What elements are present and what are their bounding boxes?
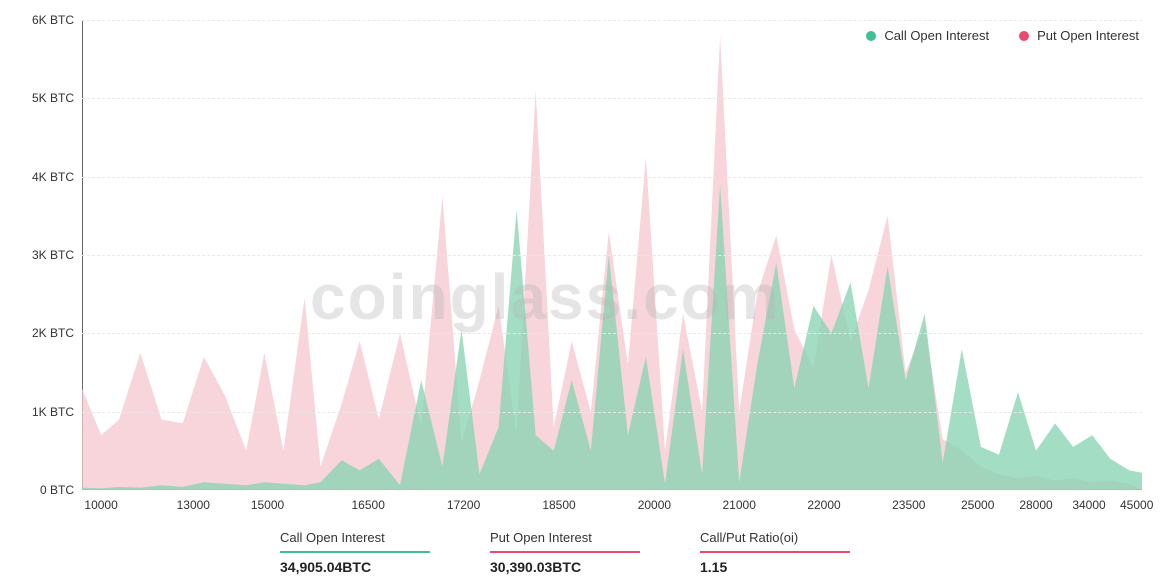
stat-value: 30,390.03BTC	[490, 559, 640, 575]
y-axis-label: 5K BTC	[32, 91, 74, 105]
stat-block-0: Call Open Interest 34,905.04BTC	[280, 530, 430, 575]
x-axis-label: 22000	[807, 498, 840, 512]
gridline	[82, 412, 1142, 413]
x-axis-label: 15000	[251, 498, 284, 512]
gridline	[82, 255, 1142, 256]
x-axis-label: 34000	[1072, 498, 1105, 512]
y-axis-label: 0 BTC	[40, 483, 74, 497]
x-axis-label: 21000	[723, 498, 756, 512]
legend-label: Put Open Interest	[1037, 28, 1139, 43]
x-axis-label: 45000	[1120, 498, 1153, 512]
x-axis-label: 10000	[84, 498, 117, 512]
y-axis-label: 2K BTC	[32, 326, 74, 340]
chart-plot-area: 0 BTC1K BTC2K BTC3K BTC4K BTC5K BTC6K BT…	[82, 20, 1142, 490]
x-axis-label: 17200	[447, 498, 480, 512]
call-legend-dot-icon	[866, 31, 876, 41]
y-axis-label: 1K BTC	[32, 405, 74, 419]
stats-row: Call Open Interest 34,905.04BTC Put Open I…	[280, 530, 850, 575]
stat-value: 34,905.04BTC	[280, 559, 430, 575]
x-axis-labels: 10000 13000 15000 16500 17200 18500 20000 21000…	[82, 492, 1142, 522]
legend-item-call[interactable]: Call Open Interest	[866, 28, 989, 43]
legend-item-put[interactable]: Put Open Interest	[1019, 28, 1139, 43]
stat-block-2: Call/Put Ratio(oi) 1.15	[700, 530, 850, 575]
x-axis-label: 18500	[542, 498, 575, 512]
stat-underline	[280, 551, 430, 553]
chart-legend: Call Open Interest Put Open Interest	[866, 28, 1139, 43]
put-legend-dot-icon	[1019, 31, 1029, 41]
y-axis-label: 6K BTC	[32, 13, 74, 27]
stat-underline	[700, 551, 850, 553]
gridline	[82, 333, 1142, 334]
stat-block-1: Put Open Interest 30,390.03BTC	[490, 530, 640, 575]
stat-value: 1.15	[700, 559, 850, 575]
stat-underline	[490, 551, 640, 553]
x-axis-label: 16500	[352, 498, 385, 512]
stat-label: Call/Put Ratio(oi)	[700, 530, 850, 547]
legend-label: Call Open Interest	[884, 28, 989, 43]
gridline	[82, 98, 1142, 99]
x-axis-label: 20000	[638, 498, 671, 512]
x-axis-label: 25000	[961, 498, 994, 512]
stat-label: Put Open Interest	[490, 530, 640, 547]
y-axis-label: 3K BTC	[32, 248, 74, 262]
x-axis-label: 28000	[1019, 498, 1052, 512]
stat-label: Call Open Interest	[280, 530, 430, 547]
x-axis-label: 23500	[892, 498, 925, 512]
y-axis-label: 4K BTC	[32, 170, 74, 184]
gridline	[82, 177, 1142, 178]
x-axis-label: 13000	[177, 498, 210, 512]
gridline	[82, 20, 1142, 21]
